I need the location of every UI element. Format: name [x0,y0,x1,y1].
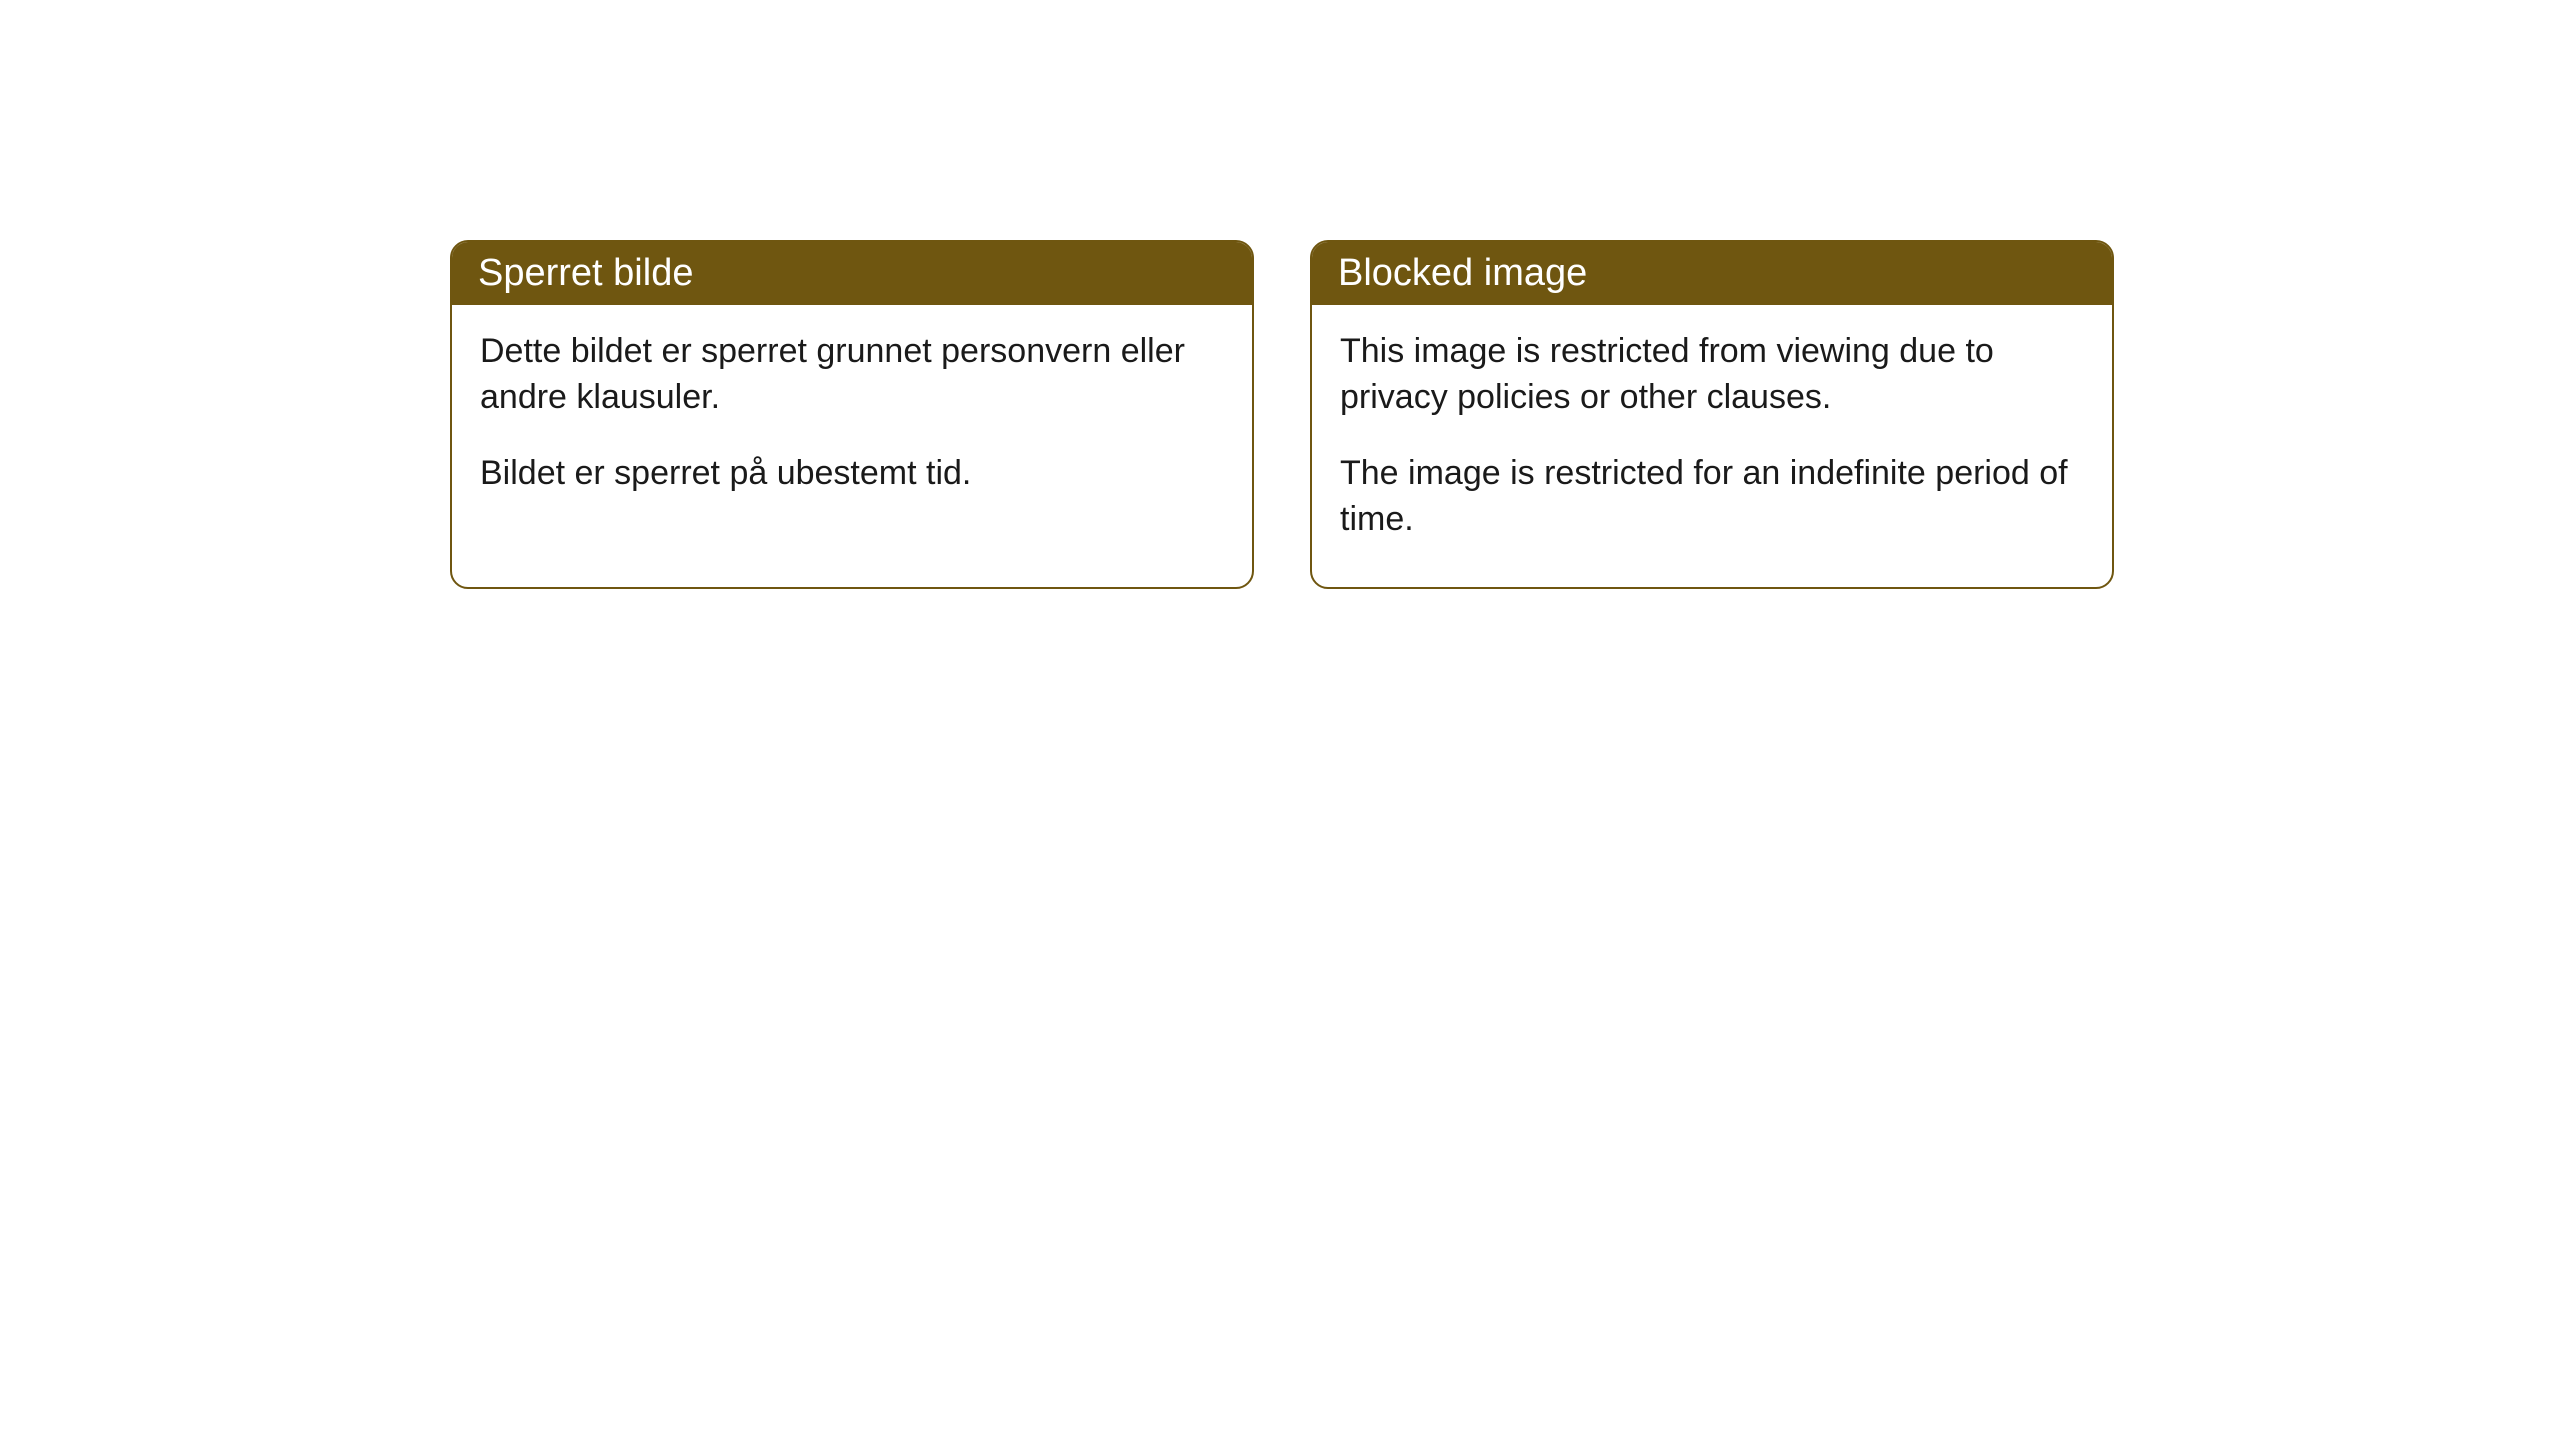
card-paragraph-en-1: This image is restricted from viewing du… [1340,329,2084,421]
card-title-en: Blocked image [1338,252,1587,294]
cards-container: Sperret bilde Dette bildet er sperret gr… [450,240,2114,589]
blocked-image-card-no: Sperret bilde Dette bildet er sperret gr… [450,240,1254,589]
blocked-image-card-en: Blocked image This image is restricted f… [1310,240,2114,589]
card-paragraph-no-2: Bildet er sperret på ubestemt tid. [480,451,1224,497]
card-paragraph-en-2: The image is restricted for an indefinit… [1340,451,2084,543]
card-header-no: Sperret bilde [452,242,1252,305]
card-title-no: Sperret bilde [478,252,693,294]
card-paragraph-no-1: Dette bildet er sperret grunnet personve… [480,329,1224,421]
card-header-en: Blocked image [1312,242,2112,305]
card-body-en: This image is restricted from viewing du… [1312,305,2112,587]
card-body-no: Dette bildet er sperret grunnet personve… [452,305,1252,541]
